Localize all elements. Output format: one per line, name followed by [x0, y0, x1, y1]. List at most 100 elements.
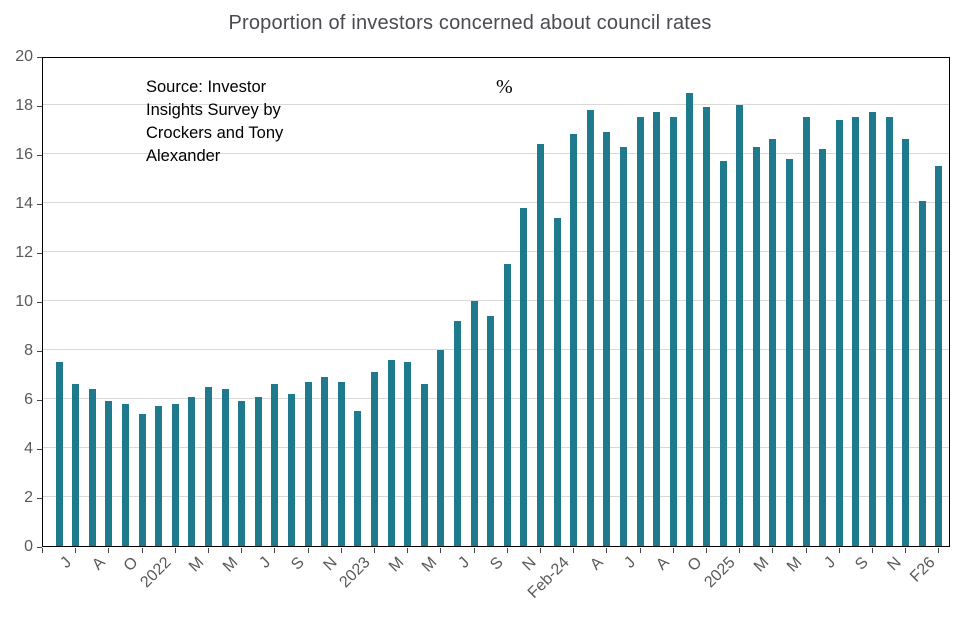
y-axis-tick	[37, 57, 42, 58]
x-axis-tick-label: J	[820, 554, 839, 572]
bar	[586, 109, 594, 546]
bar	[304, 381, 312, 546]
y-axis-tick-label: 14	[15, 195, 33, 212]
source-note: Source: Investor Insights Survey by Croc…	[146, 76, 283, 168]
x-axis-tick-label: A	[653, 554, 673, 574]
bar	[121, 403, 129, 546]
y-axis-tick	[37, 351, 42, 352]
bar	[802, 117, 810, 546]
x-axis-tick-label: J	[57, 554, 76, 572]
bar	[453, 320, 461, 546]
y-axis-tick	[37, 547, 42, 548]
y-axis-tick-label: 2	[24, 489, 33, 506]
bar	[354, 411, 362, 546]
x-axis-tick	[340, 548, 342, 553]
bar	[736, 105, 744, 546]
gridline	[43, 496, 949, 497]
x-axis-tick-label: 2022	[137, 554, 175, 592]
bar	[55, 362, 63, 546]
bar	[188, 396, 196, 546]
x-axis-tick	[374, 548, 375, 553]
bar	[570, 134, 578, 546]
bar	[155, 406, 163, 546]
bar	[321, 376, 329, 546]
x-axis-tick	[805, 548, 807, 553]
x-axis-tick	[506, 548, 508, 553]
x-axis-tick-label: N	[884, 554, 906, 575]
plot-area	[42, 57, 950, 547]
y-axis-tick-label: 6	[24, 391, 33, 408]
bar	[387, 359, 395, 546]
bar	[885, 117, 893, 546]
x-axis-tick	[208, 548, 209, 553]
bar	[902, 139, 910, 546]
bar	[603, 131, 611, 546]
x-axis-tick	[938, 548, 940, 553]
x-axis-tick-label: N	[519, 554, 540, 575]
x-axis-tick	[838, 548, 840, 553]
y-axis-tick	[37, 400, 42, 401]
bar	[868, 112, 876, 546]
source-note-line: Alexander	[146, 147, 221, 165]
y-axis-tick	[37, 498, 42, 499]
x-axis-tick	[241, 548, 243, 553]
x-axis-tick	[540, 548, 541, 553]
y-axis-tick-label: 20	[15, 48, 33, 65]
x-axis-tick-label: O	[120, 554, 142, 575]
y-axis-tick-label: 12	[15, 244, 33, 261]
x-axis-tick	[174, 548, 176, 553]
x-axis-tick-label: M	[750, 554, 773, 576]
bar	[785, 158, 793, 546]
x-axis-tick	[706, 548, 707, 553]
y-axis-tick	[37, 155, 42, 156]
bar	[271, 384, 279, 546]
bar	[553, 217, 561, 546]
x-axis-tick	[307, 548, 309, 553]
bar	[487, 315, 495, 546]
x-axis-tick-label: J	[621, 554, 640, 572]
x-axis-tick	[606, 548, 608, 553]
chart-title: Proportion of investors concerned about …	[228, 12, 712, 34]
gridline	[43, 202, 949, 203]
x-axis-tick-label: O	[685, 554, 706, 575]
bar	[520, 207, 528, 546]
x-axis-tick-label: J	[256, 554, 275, 572]
bar	[287, 394, 295, 546]
x-axis-tick	[473, 548, 475, 553]
y-axis-tick	[37, 449, 42, 450]
x-axis-tick	[672, 548, 674, 553]
x-axis-tick	[872, 548, 873, 553]
source-note-line: Source: Investor	[146, 78, 267, 96]
x-axis-tick-label: M	[783, 554, 806, 576]
x-axis-tick-label: 2023	[336, 554, 374, 592]
x-axis-tick-label: S	[287, 554, 308, 574]
bar	[221, 389, 229, 546]
x-axis-tick-label: J	[455, 554, 474, 572]
gridline	[43, 153, 949, 154]
y-axis-tick-label: 16	[15, 146, 33, 163]
gridline	[43, 398, 949, 399]
bar	[105, 401, 113, 546]
x-axis-tick-label: 2025	[701, 554, 740, 592]
x-axis-tick	[42, 548, 43, 553]
bar	[935, 166, 943, 546]
bar	[653, 112, 661, 546]
bar	[72, 384, 80, 546]
y-axis-tick	[37, 302, 42, 303]
bar	[420, 384, 428, 546]
bar	[470, 301, 478, 546]
x-axis-tick	[573, 548, 575, 553]
y-axis-tick-label: 10	[15, 293, 33, 310]
bar	[503, 264, 511, 546]
bar	[719, 161, 727, 546]
x-axis-tick	[739, 548, 741, 553]
bar	[138, 413, 146, 546]
bar	[88, 389, 96, 546]
gridline	[43, 349, 949, 350]
x-axis-tick	[108, 548, 110, 553]
bar	[619, 146, 627, 546]
x-axis-tick-label: F26	[906, 554, 939, 586]
x-axis-tick	[141, 548, 143, 553]
bar	[437, 350, 445, 546]
y-axis-tick-label: 4	[24, 440, 33, 457]
